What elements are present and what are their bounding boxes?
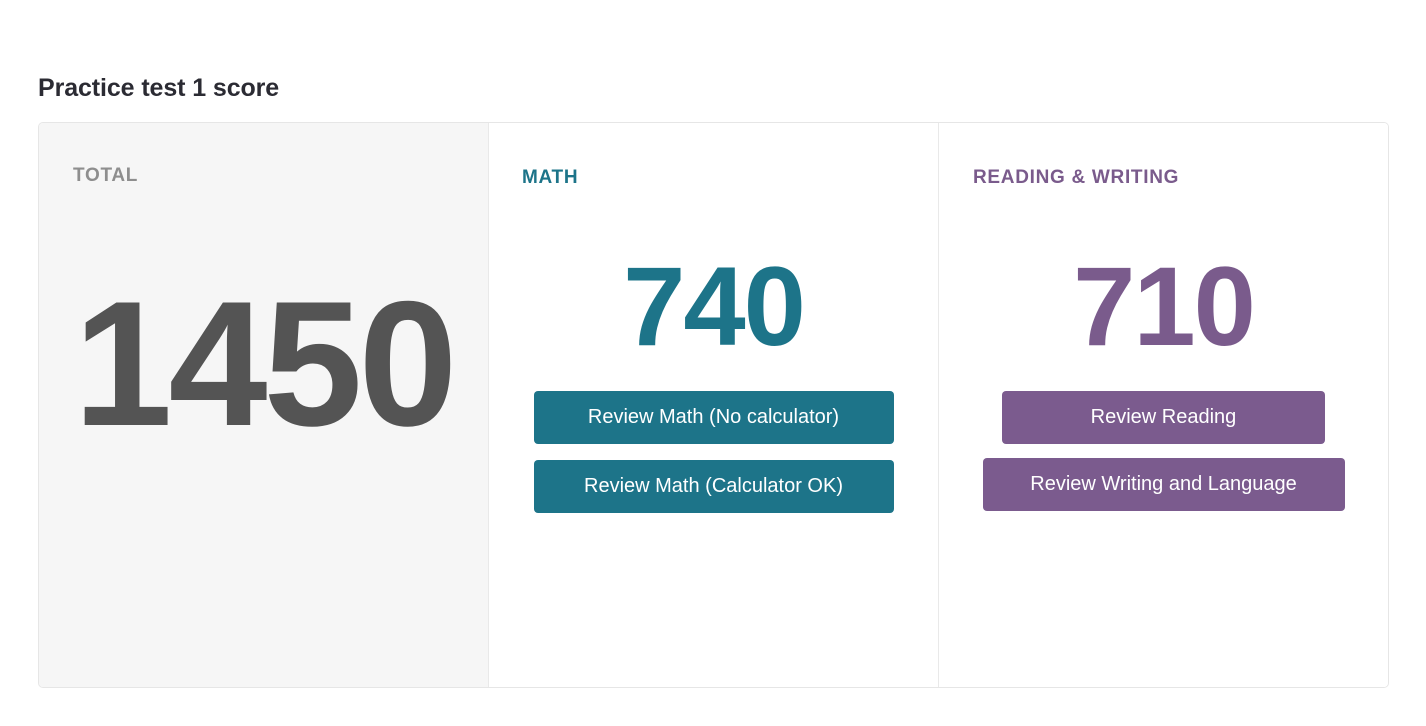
panel-total: TOTAL 1450 (39, 123, 488, 687)
math-score-value: 740 (623, 244, 806, 369)
score-summary-card: TOTAL 1450 MATH 740 Review Math (No calc… (38, 122, 1389, 688)
review-math-calculator-ok-button[interactable]: Review Math (Calculator OK) (533, 460, 894, 514)
panel-reading-writing-label: READING & WRITING (973, 167, 1180, 188)
panel-total-label: TOTAL (73, 165, 139, 186)
reading-writing-score-value: 710 (1073, 244, 1256, 369)
review-writing-and-language-button[interactable]: Review Writing and Language (982, 458, 1345, 512)
total-score-value: 1450 (73, 264, 458, 463)
panel-math: MATH 740 Review Math (No calculator) Rev… (488, 123, 939, 687)
panel-math-label: MATH (522, 167, 579, 188)
panel-reading-writing: READING & WRITING 710 Review Reading Rev… (939, 123, 1388, 687)
review-math-no-calculator-button[interactable]: Review Math (No calculator) (533, 391, 894, 445)
math-button-group: Review Math (No calculator) Review Math … (489, 391, 938, 514)
page-title: Practice test 1 score (38, 73, 280, 102)
review-reading-button[interactable]: Review Reading (1002, 391, 1325, 445)
reading-writing-button-group: Review Reading Review Writing and Langua… (939, 391, 1388, 512)
